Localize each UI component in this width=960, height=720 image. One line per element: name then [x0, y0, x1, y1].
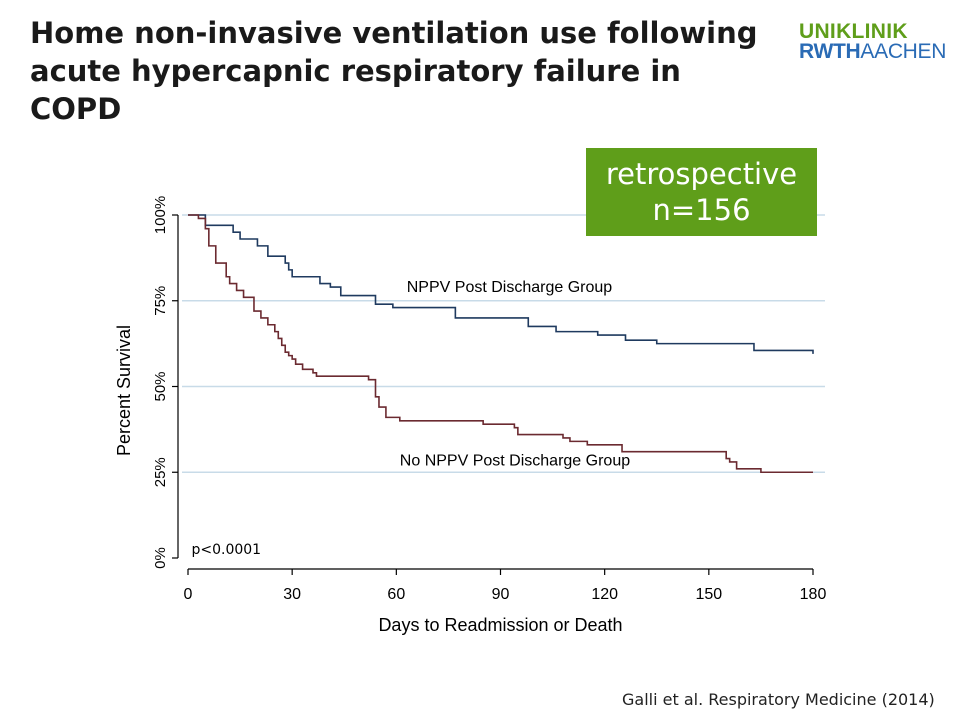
- survival-curve-2: [188, 214, 813, 474]
- y-tick-label-75: 75%: [152, 286, 169, 316]
- y-tick-label-25: 25%: [152, 457, 169, 487]
- logo-line2-bold: RWTH: [799, 40, 861, 63]
- badge-line1: retrospective: [605, 157, 798, 191]
- y-tick-label-0: 0%: [152, 547, 169, 569]
- x-tick-label-90: 90: [492, 586, 510, 603]
- slide-title: Home non-invasive ventilation use follow…: [30, 16, 758, 126]
- citation: Galli et al. Respiratory Medicine (2014): [622, 690, 935, 709]
- survival-curve-1: [188, 214, 814, 354]
- y-tick-label-50: 50%: [152, 371, 169, 401]
- badge-line2: n=156: [652, 193, 751, 227]
- y-tick-label-100: 100%: [152, 196, 169, 234]
- survival-chart: 0% 25% 50% 75% 100% 0 30 60 90 120 150 180 Days to R…: [114, 196, 827, 635]
- p-value-annotation: p<0.0001: [191, 542, 261, 558]
- logo-line2: RWTHAACHEN: [799, 40, 946, 63]
- y-axis-label: Percent Survival: [114, 325, 134, 456]
- x-axis-label: Days to Readmission or Death: [378, 615, 622, 635]
- x-tick-label-60: 60: [387, 586, 405, 603]
- series-label-1: NPPV Post Discharge Group: [407, 279, 613, 296]
- logo-line1: UNIKLINIK: [799, 20, 908, 43]
- uniklinik-logo: UNIKLINIK RWTHAACHEN: [799, 20, 946, 63]
- x-tick-label-0: 0: [184, 586, 193, 603]
- logo-line2-light: AACHEN: [860, 40, 947, 63]
- study-badge: retrospective n=156: [586, 148, 817, 236]
- series-label-2: No NPPV Post Discharge Group: [400, 452, 630, 469]
- x-tick-label-30: 30: [283, 586, 301, 603]
- x-tick-label-120: 120: [591, 586, 618, 603]
- x-tick-label-180: 180: [800, 586, 827, 603]
- x-tick-label-150: 150: [695, 586, 722, 603]
